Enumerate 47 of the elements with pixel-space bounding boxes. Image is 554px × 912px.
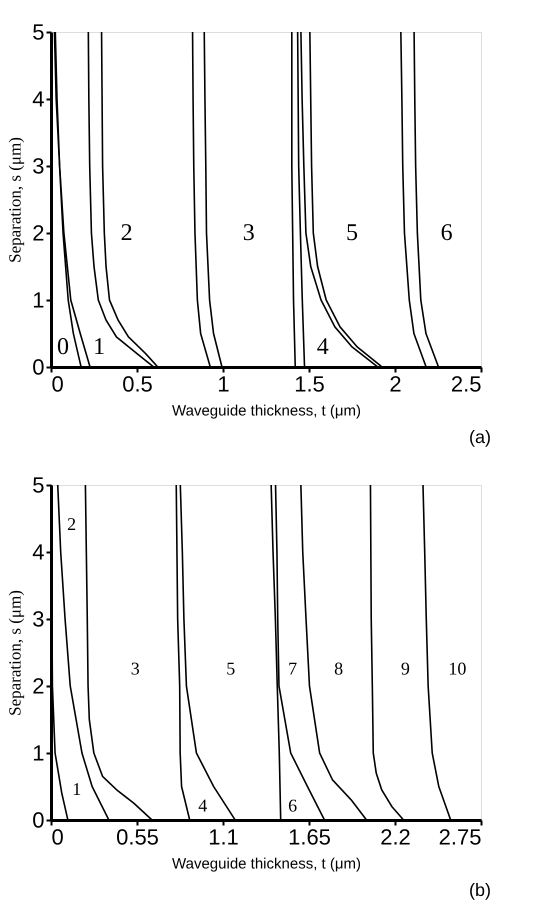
annotation: 6 [440, 220, 453, 246]
x-tick-label: 2.5 [450, 372, 482, 396]
annotation: 6 [288, 796, 298, 816]
x-tick-label: 1.1 [208, 824, 239, 850]
y-axis-title: Separation, s (μm) [5, 590, 24, 716]
annotation: 8 [334, 658, 344, 678]
annotation: 3 [242, 220, 255, 246]
y-tick-label: 1 [32, 288, 44, 312]
text: (a) [469, 427, 491, 447]
y-tick-label: 2 [32, 674, 44, 698]
y-tick-label: 3 [32, 606, 44, 632]
y-tick-label: 0 [32, 354, 44, 380]
annotation: 2 [67, 514, 76, 534]
annotation: 7 [288, 658, 298, 678]
x-tick-label: 1 [217, 372, 230, 396]
annotation: 1 [93, 334, 106, 360]
x-tick-label: 1.65 [288, 824, 331, 850]
text: (b) [469, 880, 491, 900]
y-tick-label: 3 [32, 154, 44, 178]
y-tick-label: 5 [32, 20, 44, 44]
annotation: 5 [226, 658, 236, 678]
annotation: 4 [316, 334, 329, 360]
y-tick-label: 5 [32, 472, 44, 498]
x-tick-label: 2.75 [438, 824, 482, 850]
x-axis-title: Waveguide thickness, t (μm) [172, 856, 361, 872]
x-tick-label: 0.5 [122, 372, 153, 396]
y-tick-label: 4 [32, 86, 44, 112]
y-tick-label: 0 [32, 808, 44, 832]
annotation: 4 [198, 796, 208, 816]
y-axis-title: Separation, s (μm) [5, 137, 24, 263]
annotation: 3 [130, 658, 140, 678]
y-tick-label: 4 [32, 540, 44, 564]
x-tick-label: 0 [52, 824, 64, 850]
x-tick-label: 2 [389, 372, 402, 396]
annotation: 9 [400, 658, 410, 678]
annotation: 2 [120, 220, 133, 246]
x-tick-label: 0 [52, 372, 64, 396]
annotation: 10 [448, 658, 466, 678]
y-tick-label: 1 [32, 740, 44, 766]
x-tick-label: 1.5 [294, 372, 325, 396]
annotation: 1 [72, 778, 82, 799]
y-tick-label: 2 [32, 220, 44, 246]
x-tick-label: 2.2 [380, 824, 411, 850]
x-tick-label: 0.55 [116, 824, 159, 850]
annotation: 5 [346, 220, 358, 246]
annotation: 0 [57, 334, 70, 360]
x-axis-title: Waveguide thickness, t (μm) [172, 402, 361, 420]
